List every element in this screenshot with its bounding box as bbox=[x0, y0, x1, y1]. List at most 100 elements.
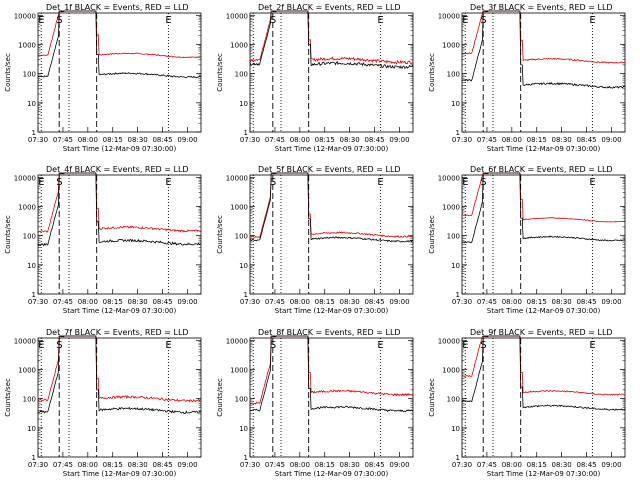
y-tick-label: 1 bbox=[244, 129, 248, 137]
x-tick-label: 08:30 bbox=[552, 461, 572, 469]
x-tick-label: 07:45 bbox=[53, 461, 73, 469]
chart-title: Det_7f BLACK = Events, RED = LLD bbox=[46, 328, 189, 337]
x-tick-label: 08:45 bbox=[152, 461, 172, 469]
y-tick-label: 10 bbox=[451, 262, 460, 270]
marker-label: E bbox=[462, 15, 468, 26]
marker-label: E bbox=[165, 177, 171, 188]
y-tick-label: 1000 bbox=[442, 203, 460, 211]
x-tick-label: 08:15 bbox=[315, 136, 335, 144]
marker-label: S bbox=[480, 15, 486, 26]
y-tick-label: 1000 bbox=[442, 366, 460, 374]
y-tick-label: 10000 bbox=[226, 174, 248, 182]
y-tick-label: 1 bbox=[32, 454, 36, 462]
marker-label: S bbox=[270, 15, 276, 26]
marker-label: E bbox=[589, 15, 595, 26]
x-tick-label: 09:00 bbox=[177, 136, 197, 144]
y-axis-label: Counts/sec bbox=[4, 53, 12, 92]
x-tick-label: 08:00 bbox=[290, 298, 310, 306]
x-tick-label: 08:15 bbox=[103, 136, 123, 144]
y-tick-label: 1 bbox=[456, 129, 460, 137]
marker-label: E bbox=[377, 340, 383, 351]
x-tick-label: 07:45 bbox=[53, 298, 73, 306]
marker-label: E bbox=[377, 177, 383, 188]
series-line-events bbox=[37, 10, 202, 79]
y-tick-label: 1000 bbox=[18, 41, 36, 49]
y-tick-label: 100 bbox=[235, 233, 248, 241]
y-tick-label: 100 bbox=[235, 71, 248, 79]
chart-panel-5: Det_5f BLACK = Events, RED = LLD 1 10 100 10… bbox=[216, 165, 414, 315]
x-tick-label: 08:15 bbox=[527, 461, 547, 469]
y-tick-label: 100 bbox=[447, 396, 460, 404]
y-tick-label: 10000 bbox=[14, 174, 36, 182]
chart-panel-9: Det_9f BLACK = Events, RED = LLD 1 10 100 10… bbox=[428, 328, 626, 478]
y-tick-label: 100 bbox=[447, 233, 460, 241]
x-tick-label: 08:00 bbox=[290, 461, 310, 469]
y-axis-label: Counts/sec bbox=[216, 215, 224, 254]
chart-panel-7: Det_7f BLACK = Events, RED = LLD 1 10 100 10… bbox=[4, 328, 202, 478]
x-axis-label: Start Time (12-Mar-09 07:30:00) bbox=[63, 470, 177, 478]
y-tick-label: 10 bbox=[451, 425, 460, 433]
y-tick-label: 1000 bbox=[18, 203, 36, 211]
y-tick-label: 1000 bbox=[230, 203, 248, 211]
marker-label: S bbox=[56, 177, 62, 188]
x-tick-label: 08:45 bbox=[576, 461, 596, 469]
y-axis-label: Counts/sec bbox=[428, 215, 436, 254]
x-tick-label: 07:30 bbox=[452, 298, 472, 306]
y-tick-label: 10 bbox=[27, 262, 36, 270]
x-axis-label: Start Time (12-Mar-09 07:30:00) bbox=[275, 307, 389, 315]
x-tick-label: 07:30 bbox=[28, 461, 48, 469]
y-tick-label: 10000 bbox=[226, 337, 248, 345]
x-tick-label: 07:45 bbox=[265, 298, 285, 306]
plot-frame bbox=[37, 337, 202, 458]
plot-frame bbox=[461, 12, 626, 133]
x-tick-label: 07:45 bbox=[477, 461, 497, 469]
chart-title: Det_6f BLACK = Events, RED = LLD bbox=[470, 165, 613, 174]
marker-label: E bbox=[165, 340, 171, 351]
x-tick-label: 08:00 bbox=[502, 461, 522, 469]
y-tick-label: 10 bbox=[27, 425, 36, 433]
plot-frame bbox=[37, 12, 202, 133]
y-tick-label: 1000 bbox=[442, 41, 460, 49]
x-tick-label: 08:00 bbox=[78, 136, 98, 144]
y-tick-label: 1000 bbox=[230, 41, 248, 49]
series-line-events bbox=[37, 172, 202, 247]
x-tick-label: 07:30 bbox=[28, 298, 48, 306]
x-tick-label: 08:30 bbox=[552, 298, 572, 306]
x-tick-label: 08:30 bbox=[552, 136, 572, 144]
marker-label: E bbox=[165, 15, 171, 26]
plot-frame bbox=[461, 174, 626, 295]
y-tick-label: 10 bbox=[239, 262, 248, 270]
plot-frame bbox=[37, 174, 202, 295]
y-axis-label: Counts/sec bbox=[4, 215, 12, 254]
y-tick-label: 10000 bbox=[438, 12, 460, 20]
x-tick-label: 08:15 bbox=[315, 298, 335, 306]
y-tick-label: 100 bbox=[23, 396, 36, 404]
x-tick-label: 09:00 bbox=[389, 298, 409, 306]
chart-title: Det_5f BLACK = Events, RED = LLD bbox=[258, 165, 401, 174]
y-tick-label: 10000 bbox=[438, 337, 460, 345]
series-line-events bbox=[461, 172, 626, 244]
y-tick-label: 10000 bbox=[14, 337, 36, 345]
marker-label: S bbox=[270, 177, 276, 188]
x-tick-label: 07:30 bbox=[452, 136, 472, 144]
chart-panel-8: Det_8f BLACK = Events, RED = LLD 1 10 100 10… bbox=[216, 328, 414, 478]
x-tick-label: 07:30 bbox=[452, 461, 472, 469]
x-tick-label: 08:45 bbox=[364, 298, 384, 306]
chart-title: Det_3f BLACK = Events, RED = LLD bbox=[470, 3, 613, 12]
y-tick-label: 10 bbox=[239, 425, 248, 433]
x-axis-label: Start Time (12-Mar-09 07:30:00) bbox=[275, 470, 389, 478]
marker-label: E bbox=[589, 340, 595, 351]
y-tick-label: 100 bbox=[235, 396, 248, 404]
x-tick-label: 07:30 bbox=[240, 461, 260, 469]
x-tick-label: 08:15 bbox=[315, 461, 335, 469]
y-tick-label: 1 bbox=[32, 129, 36, 137]
x-tick-label: 08:00 bbox=[290, 136, 310, 144]
x-axis-label: Start Time (12-Mar-09 07:30:00) bbox=[487, 307, 601, 315]
series-line-events bbox=[249, 172, 414, 243]
series-line-events bbox=[461, 335, 626, 411]
x-tick-label: 08:45 bbox=[364, 136, 384, 144]
x-tick-label: 07:45 bbox=[53, 136, 73, 144]
y-axis-label: Counts/sec bbox=[4, 378, 12, 417]
y-tick-label: 10 bbox=[27, 100, 36, 108]
